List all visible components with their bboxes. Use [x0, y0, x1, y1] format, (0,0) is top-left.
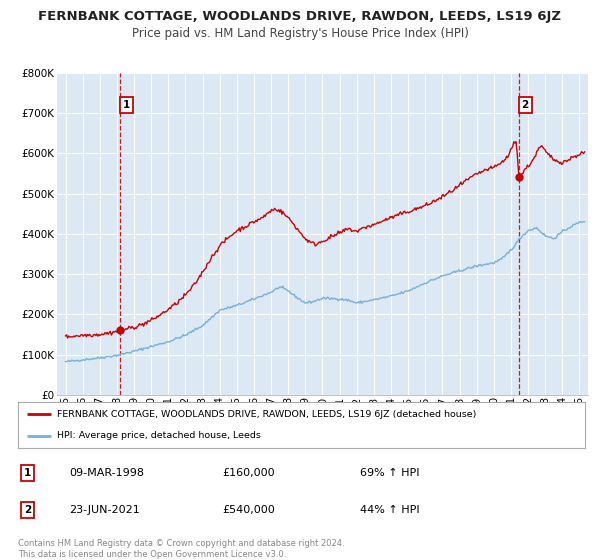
Text: £540,000: £540,000: [222, 505, 275, 515]
Text: FERNBANK COTTAGE, WOODLANDS DRIVE, RAWDON, LEEDS, LS19 6JZ (detached house): FERNBANK COTTAGE, WOODLANDS DRIVE, RAWDO…: [56, 410, 476, 419]
Text: HPI: Average price, detached house, Leeds: HPI: Average price, detached house, Leed…: [56, 431, 260, 440]
Text: 1: 1: [123, 100, 130, 110]
Text: 2: 2: [24, 505, 31, 515]
Text: Contains HM Land Registry data © Crown copyright and database right 2024.: Contains HM Land Registry data © Crown c…: [18, 539, 344, 548]
Text: 23-JUN-2021: 23-JUN-2021: [69, 505, 140, 515]
Text: 1: 1: [24, 468, 31, 478]
Text: This data is licensed under the Open Government Licence v3.0.: This data is licensed under the Open Gov…: [18, 550, 286, 559]
Text: 44% ↑ HPI: 44% ↑ HPI: [360, 505, 419, 515]
Text: £160,000: £160,000: [222, 468, 275, 478]
Text: Price paid vs. HM Land Registry's House Price Index (HPI): Price paid vs. HM Land Registry's House …: [131, 27, 469, 40]
Text: FERNBANK COTTAGE, WOODLANDS DRIVE, RAWDON, LEEDS, LS19 6JZ: FERNBANK COTTAGE, WOODLANDS DRIVE, RAWDO…: [38, 10, 562, 23]
Text: 09-MAR-1998: 09-MAR-1998: [69, 468, 144, 478]
Text: 69% ↑ HPI: 69% ↑ HPI: [360, 468, 419, 478]
Text: 2: 2: [521, 100, 529, 110]
